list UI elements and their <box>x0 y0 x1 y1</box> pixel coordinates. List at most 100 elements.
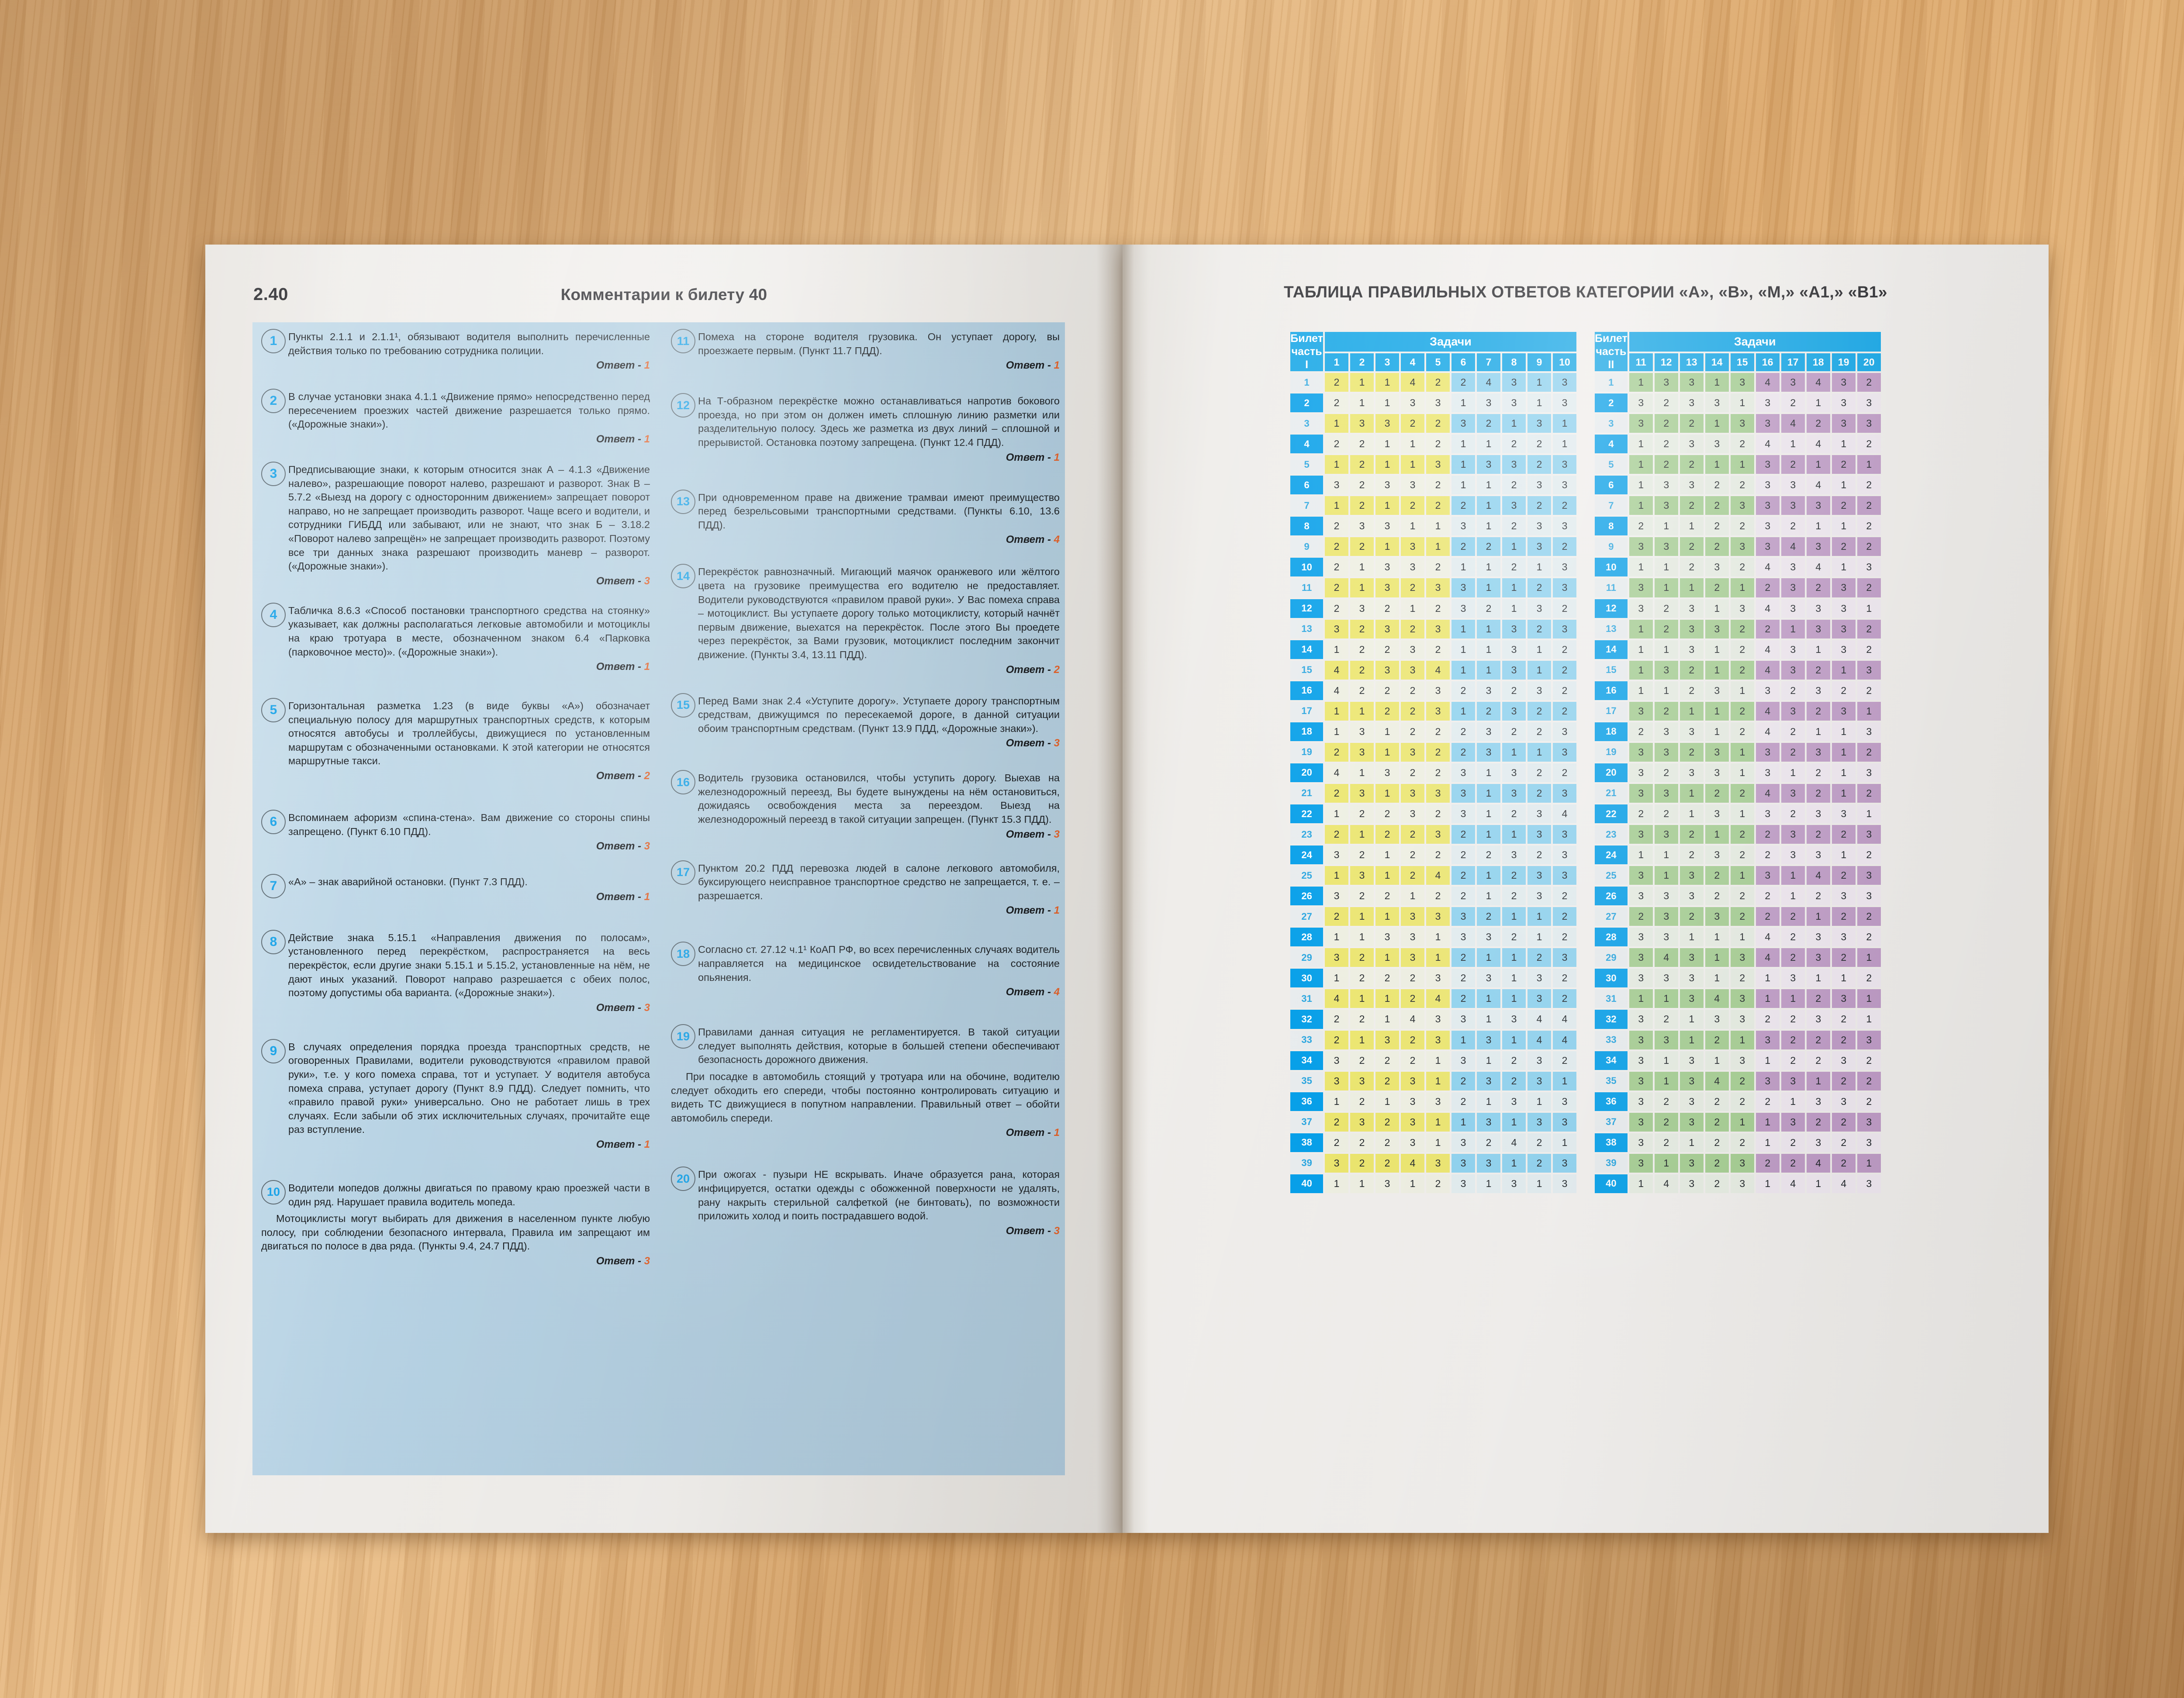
table-cell: 2 <box>1375 825 1399 844</box>
table-cell: 1 <box>1350 928 1374 947</box>
table-cell: 2 <box>1325 393 1348 413</box>
table-cell: 2 <box>1426 722 1450 741</box>
table-cell: 1 <box>1401 435 1424 454</box>
table-cell: 2 <box>1451 373 1475 392</box>
table-cell: 2 <box>1426 558 1450 577</box>
comment-answer: Ответ - 3 <box>1006 737 1060 749</box>
table-cell: 1 <box>1325 496 1348 515</box>
table-cell: 3 <box>1401 1092 1424 1111</box>
table-cell: 2 <box>1401 866 1424 885</box>
table-cell: 2 <box>1755 846 1780 865</box>
comment-answer-value: 1 <box>641 433 650 445</box>
table-row-label: 1 <box>1595 373 1628 392</box>
table-cell: 3 <box>1781 496 1805 515</box>
table-cell: 3 <box>1350 722 1374 741</box>
comment-answer: Ответ - 3 <box>596 1001 650 1014</box>
table-cell: 1 <box>1629 681 1653 700</box>
table-cell: 2 <box>1781 804 1805 824</box>
table-cell: 3 <box>1401 640 1424 659</box>
table-column-header: 17 <box>1781 353 1805 371</box>
table-cell: 1 <box>1679 783 1704 803</box>
table-cell: 1 <box>1857 455 1881 474</box>
table-cell: 2 <box>1451 846 1475 865</box>
table-row-label: 37 <box>1290 1112 1323 1132</box>
comment-item: 16 Водитель грузовика остановился, чтобы … <box>671 770 1060 840</box>
table-cell: 3 <box>1502 846 1526 865</box>
table-row-label: 16 <box>1595 681 1628 700</box>
table-cell: 2 <box>1426 496 1450 515</box>
table-cell: 1 <box>1832 783 1856 803</box>
table-cell: 1 <box>1477 1174 1500 1193</box>
table-cell: 2 <box>1679 660 1704 680</box>
table-cell: 2 <box>1553 928 1576 947</box>
table-cell: 2 <box>1375 1133 1399 1152</box>
table-cell: 1 <box>1325 414 1348 433</box>
table-row: 36 3 2 3 2 2 2 1 3 3 2 <box>1595 1092 1881 1111</box>
table-cell: 1 <box>1477 496 1500 515</box>
table-cell: 1 <box>1781 989 1805 1008</box>
table-cell: 3 <box>1401 660 1424 680</box>
table-cell: 2 <box>1451 989 1475 1008</box>
table-cell: 1 <box>1857 989 1881 1008</box>
table-row-label: 5 <box>1290 455 1323 474</box>
table-cell: 1 <box>1857 599 1881 618</box>
table-cell: 1 <box>1502 599 1526 618</box>
table-cell: 3 <box>1629 783 1653 803</box>
table-cell: 3 <box>1629 969 1653 988</box>
table-row: 16 1 1 2 3 1 3 2 3 2 2 <box>1595 681 1881 700</box>
table-cell: 2 <box>1629 722 1653 741</box>
table-row-label: 7 <box>1290 496 1323 515</box>
comment-number-badge: 19 <box>671 1024 695 1049</box>
table-cell: 2 <box>1553 599 1576 618</box>
table-row: 29 3 4 3 1 3 4 2 3 2 1 <box>1595 948 1881 967</box>
table-cell: 2 <box>1629 907 1653 926</box>
comment-item: 14 Перекрёсток равнозначный. Мигающий мая… <box>671 564 1060 676</box>
table-cell: 3 <box>1755 455 1780 474</box>
table-cell: 2 <box>1527 763 1551 782</box>
comment-item: 13 При одновременном праве на движение тр… <box>671 489 1060 546</box>
table-cell: 1 <box>1705 948 1729 967</box>
table-row: 25 1 3 1 2 4 2 1 2 3 3 <box>1290 866 1576 885</box>
table-cell: 1 <box>1553 1071 1576 1091</box>
comment-answer: Ответ - 2 <box>1006 663 1060 676</box>
comment-answer-value: 1 <box>1051 904 1060 917</box>
table-cell: 1 <box>1375 455 1399 474</box>
table-cell: 3 <box>1527 599 1551 618</box>
table-cell: 3 <box>1654 825 1678 844</box>
table-cell: 2 <box>1705 1092 1729 1111</box>
table-cell: 1 <box>1654 1051 1678 1070</box>
table-row: 36 1 2 1 3 3 2 1 3 1 3 <box>1290 1092 1576 1111</box>
table-cell: 1 <box>1375 846 1399 865</box>
table-row-label: 26 <box>1595 887 1628 906</box>
table-row: 29 3 2 1 3 1 2 1 1 2 3 <box>1290 948 1576 967</box>
table-cell: 2 <box>1730 783 1754 803</box>
table-cell: 4 <box>1705 989 1729 1008</box>
table-cell: 2 <box>1401 989 1424 1008</box>
table-row-label: 40 <box>1290 1174 1323 1193</box>
table-cell: 1 <box>1730 1112 1754 1132</box>
table-row: 35 3 3 2 3 1 2 3 2 3 1 <box>1290 1071 1576 1091</box>
table-cell: 1 <box>1781 887 1805 906</box>
table-cell: 2 <box>1553 1051 1576 1070</box>
table-cell: 1 <box>1806 517 1830 536</box>
table-row-label: 13 <box>1290 619 1323 638</box>
table-cell: 3 <box>1679 619 1704 638</box>
table-cell: 2 <box>1755 1153 1780 1173</box>
table-cell: 1 <box>1857 701 1881 721</box>
table-cell: 2 <box>1451 948 1475 967</box>
table-cell: 2 <box>1730 1071 1754 1091</box>
table-row-label: 27 <box>1290 907 1323 926</box>
table-cell: 3 <box>1502 1092 1526 1111</box>
table-cell: 1 <box>1502 907 1526 926</box>
table-cell: 3 <box>1730 1010 1754 1029</box>
table-cell: 1 <box>1629 435 1653 454</box>
comment-answer-value: 2 <box>1051 663 1060 676</box>
table-cell: 1 <box>1477 435 1500 454</box>
table-cell: 1 <box>1325 1092 1348 1111</box>
table-cell: 1 <box>1705 928 1729 947</box>
table-row-label: 39 <box>1290 1153 1323 1173</box>
table-cell: 3 <box>1451 928 1475 947</box>
table-cell: 2 <box>1527 1133 1551 1152</box>
